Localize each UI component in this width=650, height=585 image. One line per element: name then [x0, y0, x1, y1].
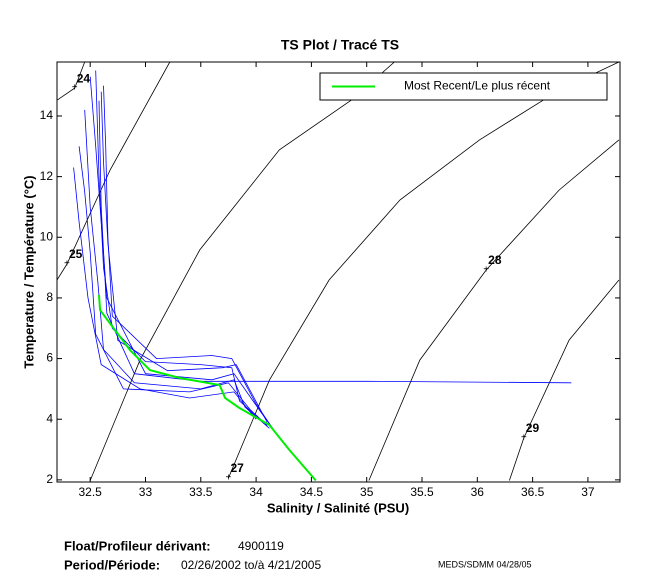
recent-profile	[98, 294, 317, 482]
profile	[78, 146, 268, 426]
isopycnal-label: 29	[526, 421, 540, 435]
legend-label: Most Recent/Le plus récent	[404, 79, 551, 93]
isopycnal-marker: +	[64, 259, 70, 270]
x-tick-label: 34	[249, 485, 263, 499]
isopycnal-label: 28	[488, 253, 502, 267]
profile	[89, 76, 274, 429]
isopycnal-label: 24	[77, 71, 91, 85]
period: 02/26/2002 to/à 4/21/2005	[181, 558, 321, 572]
y-tick-label: 10	[40, 229, 54, 243]
y-tick-label: 6	[46, 351, 53, 365]
profile	[73, 167, 257, 420]
isopycnal	[368, 139, 620, 481]
isopycnal	[509, 279, 620, 481]
x-tick-label: 34.5	[300, 485, 324, 499]
isopycnal-marker: +	[521, 433, 527, 444]
x-tick-label: 37	[581, 485, 595, 499]
isopycnal	[57, 62, 86, 101]
y-axis-label: Temperature / Température (°C)	[21, 175, 36, 368]
chart-title: TS Plot / Tracé TS	[281, 37, 399, 53]
float-label: Float/Profileur dérivant:	[64, 538, 211, 553]
x-tick-label: 36	[471, 485, 485, 499]
x-axis-label: Salinity / Salinité (PSU)	[267, 500, 409, 515]
x-tick-label: 36.5	[521, 485, 545, 499]
profile	[84, 109, 270, 429]
isopycnal-label: 25	[69, 247, 83, 261]
profile	[98, 100, 572, 384]
float-id: 4900119	[238, 539, 284, 553]
x-tick-label: 33	[139, 485, 153, 499]
y-tick-label: 12	[40, 169, 54, 183]
x-tick-label: 32.5	[79, 485, 103, 499]
x-tick-label: 33.5	[189, 485, 213, 499]
y-tick-label: 8	[46, 290, 53, 304]
profile	[100, 91, 268, 423]
isopycnal-marker: +	[226, 473, 232, 484]
x-tick-label: 35	[360, 485, 374, 499]
period-label: Period/Période:	[64, 557, 160, 572]
y-tick-label: 14	[40, 108, 54, 122]
plot-area	[57, 62, 620, 482]
y-tick-label: 4	[46, 411, 53, 425]
isopycnal	[57, 62, 171, 281]
y-tick-label: 2	[46, 472, 53, 486]
isopycnal-marker: +	[72, 83, 78, 94]
isopycnal-label: 27	[230, 461, 244, 475]
profile	[103, 85, 274, 429]
credit: MEDS/SDMM 04/28/05	[438, 559, 532, 569]
x-tick-label: 35.5	[410, 485, 434, 499]
isopycnal-marker: +	[483, 265, 489, 276]
plot-frame	[56, 61, 621, 483]
